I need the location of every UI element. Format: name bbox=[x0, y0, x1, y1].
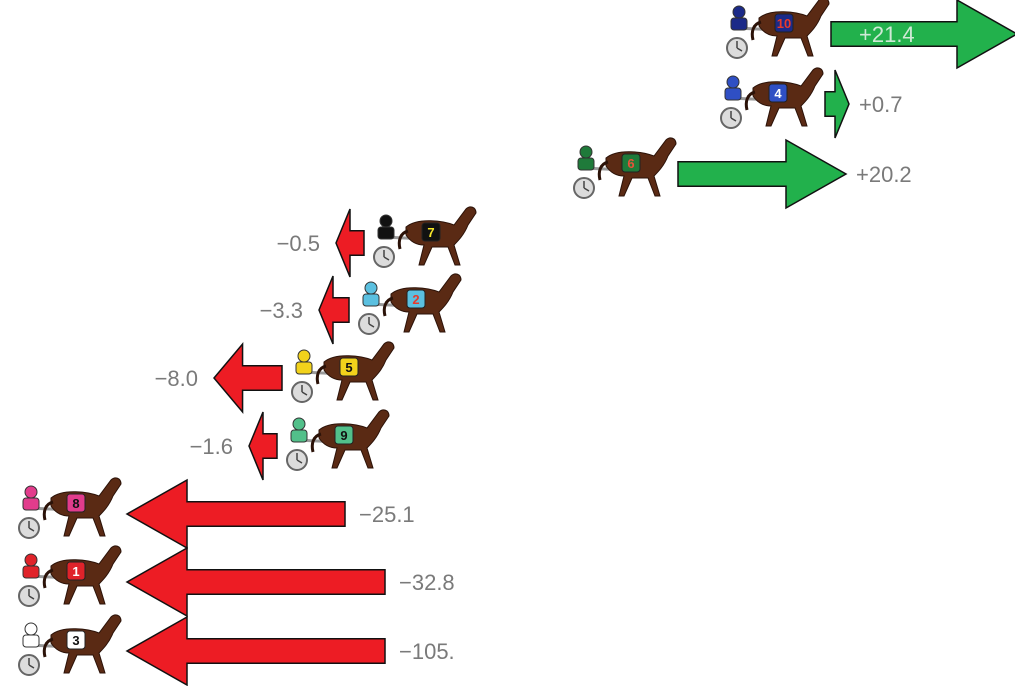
value-label: −0.5 bbox=[277, 231, 320, 256]
horse-number: 3 bbox=[72, 633, 79, 648]
row-horse-1: 1 −32.8 bbox=[18, 545, 455, 618]
value-label: −105. bbox=[399, 639, 455, 664]
loss-arrow bbox=[213, 341, 283, 415]
loss-arrow bbox=[248, 411, 278, 481]
horse-number: 6 bbox=[627, 156, 634, 171]
horse-number: 10 bbox=[777, 16, 791, 31]
horse-icon bbox=[18, 545, 122, 607]
row-horse-7: 7 −0.5 bbox=[277, 206, 477, 278]
value-label: −8.0 bbox=[155, 366, 198, 391]
horse-number: 1 bbox=[72, 564, 79, 579]
horse-icon bbox=[373, 206, 477, 268]
horse-number: 4 bbox=[774, 86, 782, 101]
horse-number: 5 bbox=[345, 360, 352, 375]
gain-arrow bbox=[824, 69, 850, 139]
horse-icon bbox=[720, 67, 824, 129]
value-label: +21.4 bbox=[859, 22, 915, 47]
row-horse-2: 2 −3.3 bbox=[260, 273, 462, 345]
row-horse-8: 8 −25.1 bbox=[18, 477, 415, 550]
loss-arrow bbox=[125, 478, 346, 550]
row-horse-3: 3 −105. bbox=[18, 614, 455, 686]
value-label: −1.6 bbox=[190, 434, 233, 459]
horse-number: 9 bbox=[340, 428, 347, 443]
horse-number: 7 bbox=[427, 225, 434, 240]
value-label: −3.3 bbox=[260, 298, 303, 323]
horse-icon bbox=[18, 614, 122, 676]
loss-arrow bbox=[318, 275, 350, 345]
gain-arrow bbox=[677, 138, 848, 210]
loss-arrow bbox=[335, 208, 365, 278]
value-label: +20.2 bbox=[856, 162, 912, 187]
horse-number: 8 bbox=[72, 496, 79, 511]
row-horse-6: 6 +20.2 bbox=[573, 137, 912, 210]
row-horse-5: 5 −8.0 bbox=[155, 341, 395, 415]
horse-icon bbox=[291, 341, 395, 403]
horse-number: 2 bbox=[412, 292, 419, 307]
value-label: −32.8 bbox=[399, 570, 455, 595]
gain-arrow bbox=[830, 0, 1015, 70]
horse-icon bbox=[573, 137, 677, 199]
horse-icon bbox=[18, 477, 122, 539]
row-horse-4: 4 +0.7 bbox=[720, 67, 902, 139]
loss-arrow bbox=[125, 546, 386, 618]
horse-icon bbox=[358, 273, 462, 335]
row-horse-10: 10 +21.4 bbox=[726, 0, 1015, 70]
horse-icon bbox=[726, 0, 830, 59]
horse-icon bbox=[286, 409, 390, 471]
value-label: +0.7 bbox=[859, 92, 902, 117]
row-horse-9: 9 −1.6 bbox=[190, 409, 390, 481]
loss-arrow bbox=[125, 615, 386, 686]
value-label: −25.1 bbox=[359, 502, 415, 527]
